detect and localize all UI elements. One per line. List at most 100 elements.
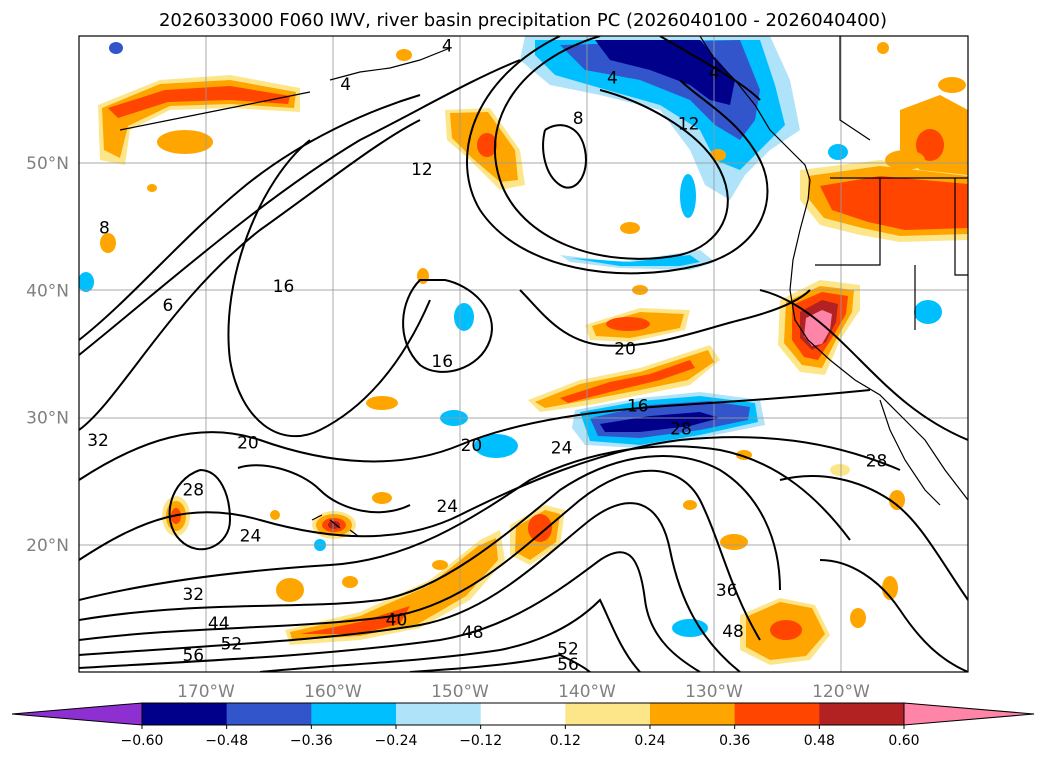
contour-label: 12 [411,160,433,180]
contour-line [519,289,811,347]
lat-tick-label: 30°N [26,409,69,429]
pos-shade-red-ne [477,133,497,157]
pos-shade-blob [396,49,412,61]
contour-line [168,469,232,551]
contour-label: 6 [162,296,173,316]
pos-shade-red-nw [820,176,968,230]
contour-line [759,289,968,441]
colorbar-swatch [142,703,228,725]
lat-tick-label: 20°N [26,536,69,556]
neg-shade-blob [680,174,696,218]
contour-label: 24 [240,526,262,546]
contour-line [79,94,421,341]
pos-shade-blob [147,184,157,192]
colorbar-swatch [396,703,482,725]
pos-shade-red-nw2 [916,129,944,161]
contour-label: 20 [614,339,636,359]
contour-label: 28 [182,481,204,501]
neg-shade-blob [914,300,942,324]
contour-label: 44 [208,614,230,634]
pos-shade-blob [432,560,448,570]
colorbar-tick-label: 0.24 [634,733,665,749]
border-us-states [815,178,968,330]
pos-shade-orange-nw3 [885,150,925,170]
pos-shade-red-jet2 [528,514,552,542]
contour-label: 28 [866,451,888,471]
border-alaska [839,36,871,141]
contour-line [227,139,431,438]
shading-layer [79,36,968,665]
contour-line [79,59,521,356]
contour-label: 40 [386,610,408,630]
contour-label: 48 [462,623,484,643]
coast-alaska-islands [329,47,451,81]
pos-shade-blob [620,222,640,234]
contour-label: 16 [627,397,649,417]
pos-shade-blob [366,396,398,410]
contour-label: 28 [670,420,692,440]
contour-line [259,598,641,672]
contour-line [79,389,871,481]
contour-label: 8 [573,109,584,129]
contour-label: 4 [442,37,453,57]
contour-line [779,475,968,601]
pos-shade-blob [889,490,905,510]
contour-line [542,124,587,189]
contour-line [819,559,968,672]
contour-line [79,502,741,672]
pos-shade-red-se [770,620,802,640]
contour-label: 24 [436,497,458,517]
colorbar-tick-label: 0.36 [719,733,750,749]
contour-label: 52 [221,635,243,655]
neg-shade-blob [109,42,123,54]
pos-shade-blob [720,534,748,550]
map-gridlines [79,36,968,672]
pos-shade-blob [830,464,850,476]
contour-line [402,279,493,373]
colorbar-extend-high [903,702,1035,726]
colorbar: −0.60 −0.48 −0.36 −0.24 −0.12 0.12 0.24 0.36 0.4… [11,702,1035,749]
colorbar-tick-label: 0.48 [804,733,835,749]
contour-label: 52 [557,640,579,660]
contour-line [466,36,769,275]
neg-shade-blob [672,619,708,637]
contour-line [494,36,729,260]
contour-label: 16 [273,277,295,297]
neg-shade-blob [79,272,94,292]
pos-shade-blob [850,608,866,628]
contour-line [79,469,761,641]
contour-label: 16 [431,352,453,372]
pos-shade-blob [877,42,889,54]
contour-label: 32 [182,585,204,605]
contour-line [79,445,851,601]
colorbar-frame [141,702,905,726]
chart-title: 2026033000 F060 IWV, river basin precipi… [159,10,887,31]
pos-shade-blob [276,578,304,602]
pos-shade-blob [270,510,280,520]
colorbar-swatch [734,703,820,725]
colorbar-tick-label: 0.60 [888,733,919,749]
colorbar-swatch [565,703,651,725]
coastline-baja [879,399,941,506]
pos-shade-blob [938,77,966,93]
contour-label: 56 [557,655,579,675]
contour-label: 20 [461,436,483,456]
contour-label: 4 [709,63,720,83]
pos-shade-darkred-hi [328,521,340,529]
colorbar-tick-label: −0.60 [121,733,164,749]
contour-label: 20 [237,434,259,454]
contour-label: 8 [99,219,110,239]
contour-line [79,119,421,431]
lat-tick-label: 40°N [26,281,69,301]
contour-label: 36 [716,581,738,601]
contour-line [79,455,781,621]
coast-hawaii [311,514,359,537]
contour-label: 24 [551,439,573,459]
pos-shade-blob [157,130,213,154]
pos-shade-blob [100,233,116,253]
contour-label: 12 [678,114,700,134]
pos-shade-blob [372,492,392,504]
colorbar-swatch [226,703,312,725]
